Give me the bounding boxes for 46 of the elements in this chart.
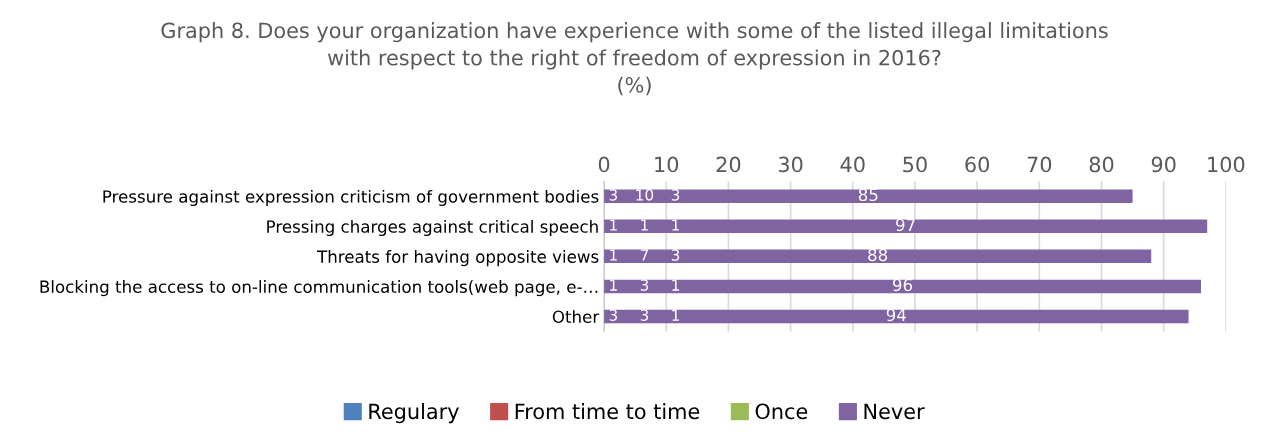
annotation: 1 [672, 309, 679, 321]
annotation: 1 [641, 219, 648, 231]
x-tick-label: 90 [1151, 156, 1176, 173]
y-tick-label: Blocking the access to on-line communication tools(web page, e-… [40, 280, 598, 297]
legend-label: Once [755, 403, 808, 420]
annotation: 1 [672, 219, 679, 231]
data-label: 85 [858, 188, 878, 202]
annotation: 10 [636, 189, 654, 201]
x-tick-label: 60 [965, 156, 989, 173]
x-tick-label: 40 [840, 156, 865, 173]
y-tick-label: Pressing charges against critical speech [267, 219, 598, 237]
x-tick-label: 80 [1089, 156, 1114, 173]
annotation: 1 [610, 219, 617, 231]
annotation: 3 [609, 189, 618, 201]
bar [604, 279, 1201, 294]
data-label: 96 [892, 278, 913, 292]
annotation: 3 [640, 279, 649, 291]
data-label: 94 [886, 308, 906, 322]
data-label: 97 [896, 218, 915, 232]
y-tick-label: Pressure against expression criticism of government bodies [103, 189, 599, 207]
bar [604, 189, 1133, 204]
annotation: 1 [672, 279, 679, 291]
bar [604, 219, 1208, 234]
x-tick-label: 0 [598, 156, 610, 173]
x-tick-label: 100 [1208, 156, 1245, 173]
annotation: 1 [610, 279, 617, 291]
bar [604, 309, 1189, 324]
chart-title: Graph 8. Does your organization have experience with some of the listed illegal limitations with respect to the right of freedom of expression in 2016? (%) [161, 22, 1108, 96]
y-tick-label: Other [552, 310, 600, 324]
x-tick-label: 20 [716, 156, 741, 173]
x-tick-label: 10 [655, 156, 679, 173]
annotation: 3 [609, 309, 618, 321]
legend-label: From time to time [515, 403, 700, 420]
legend-label: Never [864, 403, 925, 420]
x-tick-label: 50 [903, 156, 927, 173]
x-tick-label: 70 [1027, 156, 1052, 173]
y-tick-label: Threats for having opposite views [316, 250, 599, 267]
bar [604, 249, 1152, 264]
annotation: 1 [610, 249, 617, 261]
x-tick-label: 30 [778, 156, 803, 173]
data-label: 88 [868, 248, 888, 262]
annotation: 3 [640, 309, 649, 321]
annotation: 7 [640, 249, 649, 261]
legend-label: Regulary [369, 403, 459, 424]
annotation: 3 [671, 189, 680, 201]
annotation: 3 [671, 249, 680, 261]
